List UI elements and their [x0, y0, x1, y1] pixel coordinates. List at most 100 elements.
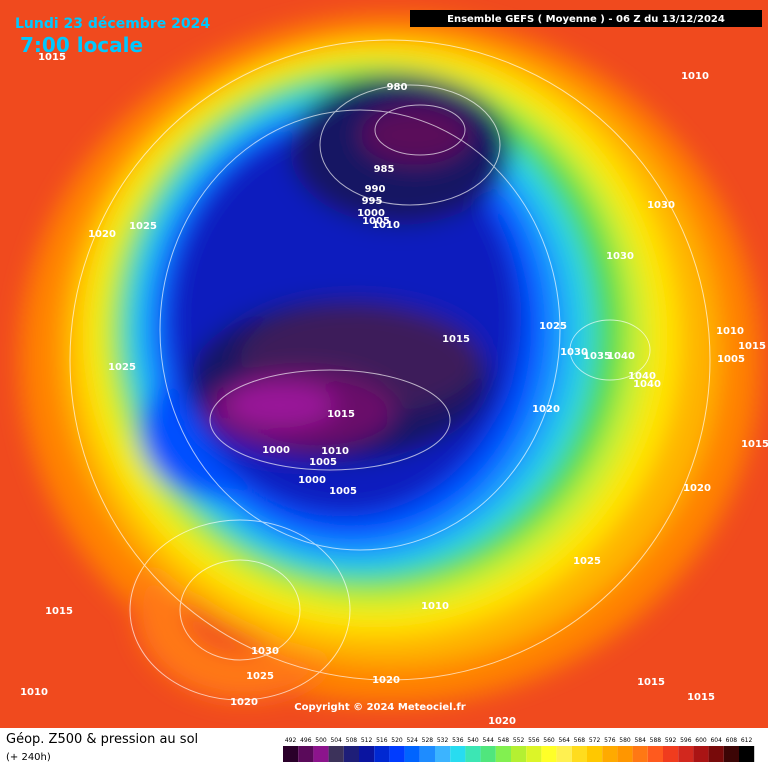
- scale-tick-label: 520: [391, 737, 403, 744]
- isobar-label: 1020: [488, 716, 516, 727]
- scale-tick-label: 560: [543, 737, 555, 744]
- isobar-label: 1005: [329, 486, 357, 497]
- scale-swatch: [298, 746, 314, 762]
- isobar-label: 1035: [583, 351, 611, 362]
- isobar-label: 1020: [372, 675, 400, 686]
- scale-tick-label: 588: [650, 737, 662, 744]
- isobar-label: 1020: [532, 404, 560, 415]
- isobar-label: 1040: [607, 351, 635, 362]
- scale-swatch: [647, 746, 663, 762]
- isobar-label: 995: [362, 196, 383, 207]
- isobar-label: 1025: [573, 556, 601, 567]
- footer-title: Géop. Z500 & pression au sol: [6, 732, 198, 747]
- scale-swatch: [389, 746, 405, 762]
- isobar-label: 1015: [442, 334, 470, 345]
- scale-swatch: [723, 746, 739, 762]
- isobar-label: 1015: [327, 409, 355, 420]
- scale-tick-label: 548: [498, 737, 510, 744]
- isobar-label: 1000: [357, 208, 385, 219]
- scale-swatch: [359, 746, 375, 762]
- scale-tick-label: 592: [665, 737, 677, 744]
- isobar-label: 985: [374, 164, 395, 175]
- scale-tick-label: 500: [315, 737, 327, 744]
- isobar-label: 1010: [421, 601, 449, 612]
- scale-swatch: [495, 746, 511, 762]
- scale-swatch: [450, 746, 466, 762]
- isobar-label: 1010: [20, 687, 48, 698]
- isobar-label: 1015: [38, 52, 66, 63]
- scale-tick-label: 524: [406, 737, 418, 744]
- isobar-label: 1025: [108, 362, 136, 373]
- copyright: Copyright © 2024 Meteociel.fr: [294, 702, 465, 713]
- scale-swatch: [465, 746, 481, 762]
- isobar-label: 1010: [716, 326, 744, 337]
- date: Lundi 23 décembre 2024: [15, 16, 210, 32]
- scale-tick-label: 556: [528, 737, 540, 744]
- scale-tick-label: 608: [726, 737, 738, 744]
- scale-tick-label: 516: [376, 737, 388, 744]
- isobar-label: 1020: [230, 697, 258, 708]
- isobar-label: 1020: [683, 483, 711, 494]
- scale-tick-label: 536: [452, 737, 464, 744]
- scale-tick-label: 496: [300, 737, 312, 744]
- scale-swatch: [693, 746, 709, 762]
- scale-swatch: [587, 746, 603, 762]
- isobar-label: 1005: [309, 457, 337, 468]
- isobar-labels: 1015980101098599099510001005101010301020…: [20, 52, 768, 727]
- scale-tick-label: 512: [361, 737, 373, 744]
- scale-swatch: [374, 746, 390, 762]
- scale-swatch: [602, 746, 618, 762]
- isobar-label: 1025: [539, 321, 567, 332]
- map: Ensemble GEFS ( Moyenne ) - 06 Z du 13/1…: [0, 0, 768, 728]
- scale-swatch: [511, 746, 527, 762]
- scale-swatch: [435, 746, 451, 762]
- scale-swatch: [419, 746, 435, 762]
- scale-swatch: [313, 746, 329, 762]
- isobar-label: 1005: [362, 216, 390, 227]
- scale-swatch: [617, 746, 633, 762]
- scale-tick-label: 604: [710, 737, 722, 744]
- scale-swatch: [404, 746, 420, 762]
- model-info: Ensemble GEFS ( Moyenne ) - 06 Z du 13/1…: [447, 14, 725, 25]
- isobar-label: 1010: [372, 220, 400, 231]
- scale-tick-label: 580: [619, 737, 631, 744]
- isobar-label: 1040: [633, 379, 661, 390]
- scale-tick-label: 600: [695, 737, 707, 744]
- scale-tick-label: 596: [680, 737, 692, 744]
- isobar-label: 1005: [717, 354, 745, 365]
- scale-tick-label: 528: [422, 737, 434, 744]
- scale-tick-label: 568: [574, 737, 586, 744]
- scale-swatch: [571, 746, 587, 762]
- scale-swatch: [663, 746, 679, 762]
- scale-tick-label: 572: [589, 737, 601, 744]
- scale-swatch: [632, 746, 648, 762]
- scale-swatch: [283, 746, 299, 762]
- lead-time: (+ 240h): [6, 752, 51, 763]
- isobar-label: 1000: [298, 475, 326, 486]
- scale-tick-label: 540: [467, 737, 479, 744]
- scale-tick-label: 492: [285, 737, 297, 744]
- isobar-label: 1030: [647, 200, 675, 211]
- isobar-label: 1015: [741, 439, 768, 450]
- isobar-label: 1015: [45, 606, 73, 617]
- scale-swatch: [343, 746, 359, 762]
- isobar-label: 1015: [687, 692, 715, 703]
- scale-swatch: [556, 746, 572, 762]
- isobar-label: 1015: [637, 677, 665, 688]
- time: 7:00 locale: [20, 33, 143, 57]
- isobar-label: 1020: [88, 229, 116, 240]
- scale-tick-label: 504: [330, 737, 342, 744]
- isobar-label: 1000: [262, 445, 290, 456]
- isobar-label: 1040: [628, 371, 656, 382]
- isobar-label: 990: [365, 184, 386, 195]
- scale-swatch: [480, 746, 496, 762]
- scale-tick-label: 552: [513, 737, 525, 744]
- scale-tick-label: 584: [634, 737, 646, 744]
- scale-swatch: [526, 746, 542, 762]
- isobar-label: 1030: [251, 646, 279, 657]
- isobar-label: 1025: [129, 221, 157, 232]
- scale-swatch: [328, 746, 344, 762]
- color-scale: 492 496 500 504 508 512 516 520 524 528 532 536 540 5…: [283, 737, 755, 762]
- scale-tick-label: 544: [482, 737, 494, 744]
